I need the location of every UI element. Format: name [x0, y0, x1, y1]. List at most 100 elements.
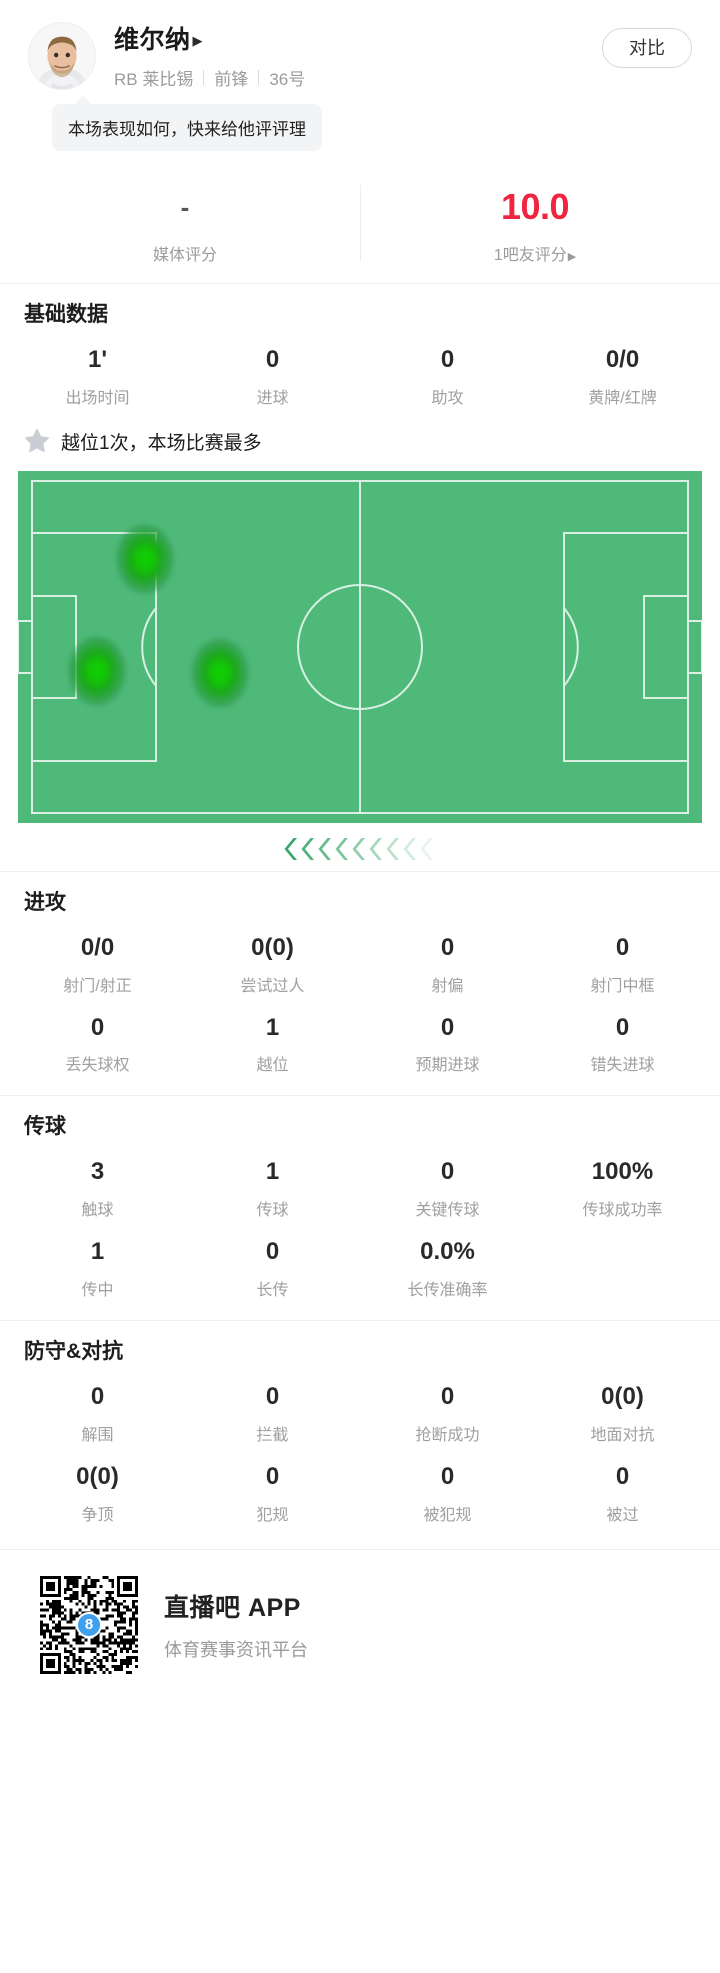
- app-name: 直播吧 APP: [164, 1593, 301, 1622]
- section-title-attack: 进攻: [24, 890, 66, 914]
- player-name-row[interactable]: 维尔纳 ▶: [114, 20, 305, 56]
- stat-value: 0/0: [605, 346, 640, 373]
- player-position: 前锋: [214, 70, 249, 89]
- chevron-left-icon: [301, 837, 314, 860]
- chevron-left-icon: [386, 837, 399, 860]
- spacer: [0, 284, 720, 298]
- stat-label: 出场时间: [65, 389, 130, 407]
- stat-label: 传球: [256, 1202, 289, 1220]
- stat-label: 长传准确率: [407, 1281, 488, 1299]
- stat-cell: 0(0) 争顶: [10, 1451, 185, 1531]
- pitch-heatmap[interactable]: [18, 470, 702, 823]
- meta-divider: [258, 70, 260, 85]
- chevron-left-icon: [335, 837, 348, 860]
- stat-value: 0: [615, 1013, 630, 1041]
- section-divider: [0, 1095, 720, 1097]
- stat-cell: 0 助攻: [360, 334, 535, 414]
- stat-cell: 3 触球: [10, 1146, 185, 1226]
- stat-label: 射偏: [431, 977, 464, 995]
- spacer: [0, 872, 720, 886]
- player-name: 维尔纳: [114, 26, 191, 54]
- rating-prompt[interactable]: 本场表现如何，快来给他评评理: [52, 96, 322, 151]
- fan-rating-label-text: 1吧友评分: [493, 247, 567, 264]
- stat-label: 地面对抗: [590, 1426, 655, 1444]
- chevron-left-icon: [369, 837, 382, 860]
- stat-grid-basic: 1' 出场时间 0 进球 0 助攻 0/0 黄牌/红牌: [0, 334, 720, 414]
- stat-cell: 1 传球: [185, 1146, 360, 1226]
- stat-label: 越位: [256, 1057, 289, 1075]
- qr-badge: 8: [76, 1611, 102, 1638]
- stat-value: 0: [615, 933, 630, 961]
- stat-cell: 0 被过: [535, 1451, 710, 1531]
- pitch-markings: [18, 479, 702, 814]
- stat-label: 射门中框: [590, 977, 655, 995]
- stat-grid-attack: 0/0 射门/射正 0(0) 尝试过人 0 射偏 0 射门中框 0 丢失球权 1…: [0, 922, 720, 1082]
- media-rating: - 媒体评分: [10, 181, 360, 269]
- stat-cell: 0.0% 长传准确率: [360, 1226, 535, 1306]
- avatar[interactable]: [28, 22, 96, 90]
- stat-value: 0: [90, 1382, 105, 1410]
- stat-cell: 1' 出场时间: [10, 334, 185, 414]
- stat-cell: 0 被犯规: [360, 1451, 535, 1531]
- stat-value: 0: [440, 1462, 455, 1490]
- stat-cell: 1 传中: [10, 1226, 185, 1306]
- avatar-image: [29, 23, 95, 89]
- stat-cell: 0 犯规: [185, 1451, 360, 1531]
- stat-label: 射门/射正: [63, 977, 132, 995]
- fan-rating[interactable]: 10.0 1吧友评分▶: [360, 181, 710, 269]
- stat-cell: 100% 传球成功率: [535, 1146, 710, 1226]
- stat-label: 关键传球: [415, 1202, 480, 1220]
- fan-rating-label[interactable]: 1吧友评分▶: [360, 241, 710, 265]
- stat-label: 尝试过人: [240, 977, 305, 995]
- stat-cell-empty: [535, 1226, 710, 1306]
- stat-label: 争顶: [81, 1506, 114, 1524]
- player-identity: 维尔纳 ▶ RB 莱比锡 前锋 36号: [114, 18, 305, 90]
- heatmap-section: [0, 470, 720, 823]
- stat-value: 0: [440, 933, 455, 961]
- spacer: [0, 1306, 720, 1320]
- stat-label: 传中: [81, 1281, 114, 1299]
- chevron-right-icon: ▶: [567, 251, 577, 263]
- app-info: 直播吧 APP 体育赛事资讯平台: [164, 1588, 308, 1662]
- stat-cell: 0(0) 尝试过人: [185, 922, 360, 1002]
- player-meta: RB 莱比锡 前锋 36号: [114, 65, 305, 90]
- stat-label: 错失进球: [590, 1057, 655, 1075]
- stat-cell: 0/0 黄牌/红牌: [535, 334, 710, 414]
- stat-value: 0: [615, 1462, 630, 1490]
- stat-value: 0: [440, 1013, 455, 1041]
- stat-value: 1: [90, 1238, 105, 1266]
- compare-button[interactable]: 对比: [602, 28, 692, 68]
- stat-cell: 0 预期进球: [360, 1002, 535, 1082]
- chevron-left-icon: [420, 837, 433, 860]
- chevron-right-icon: ▶: [192, 32, 203, 48]
- highlight-row: 越位1次，本场比赛最多: [0, 414, 720, 471]
- media-rating-value: -: [180, 191, 190, 222]
- section-title-passing: 传球: [24, 1115, 66, 1139]
- stat-value: 0/0: [80, 933, 115, 961]
- qr-code[interactable]: 8: [40, 1575, 138, 1674]
- stat-label: 预期进球: [415, 1057, 480, 1075]
- stat-value: 0: [90, 1013, 105, 1041]
- stat-label: 传球成功率: [582, 1202, 663, 1220]
- stat-label: 抢断成功: [415, 1426, 480, 1444]
- heat-point: [115, 523, 174, 594]
- ratings-row: - 媒体评分 10.0 1吧友评分▶: [0, 181, 720, 269]
- stat-cell: 0 丢失球权: [10, 1002, 185, 1082]
- stat-cell: 0 拦截: [185, 1371, 360, 1451]
- stat-value: 0: [440, 346, 455, 373]
- stat-label: 进球: [256, 389, 289, 407]
- stat-cell: 1 越位: [185, 1002, 360, 1082]
- stat-value: 100%: [591, 1158, 654, 1186]
- stat-grid-defense: 0 解围 0 拦截 0 抢断成功 0(0) 地面对抗 0(0) 争顶 0 犯规 …: [0, 1371, 720, 1531]
- fan-rating-value: 10.0: [500, 186, 570, 228]
- stat-value: 0: [265, 1238, 280, 1266]
- heat-point: [190, 638, 249, 709]
- stat-value: 1': [87, 346, 108, 373]
- rating-prompt-bubble[interactable]: 本场表现如何，快来给他评评理: [52, 96, 322, 151]
- stat-value: 0: [265, 1462, 280, 1490]
- spacer: [0, 1096, 720, 1110]
- player-header: 维尔纳 ▶ RB 莱比锡 前锋 36号 对比: [0, 0, 720, 90]
- stat-label: 丢失球权: [65, 1057, 130, 1075]
- stat-value: 0: [440, 1158, 455, 1186]
- app-footer: 8 直播吧 APP 体育赛事资讯平台: [0, 1548, 720, 1698]
